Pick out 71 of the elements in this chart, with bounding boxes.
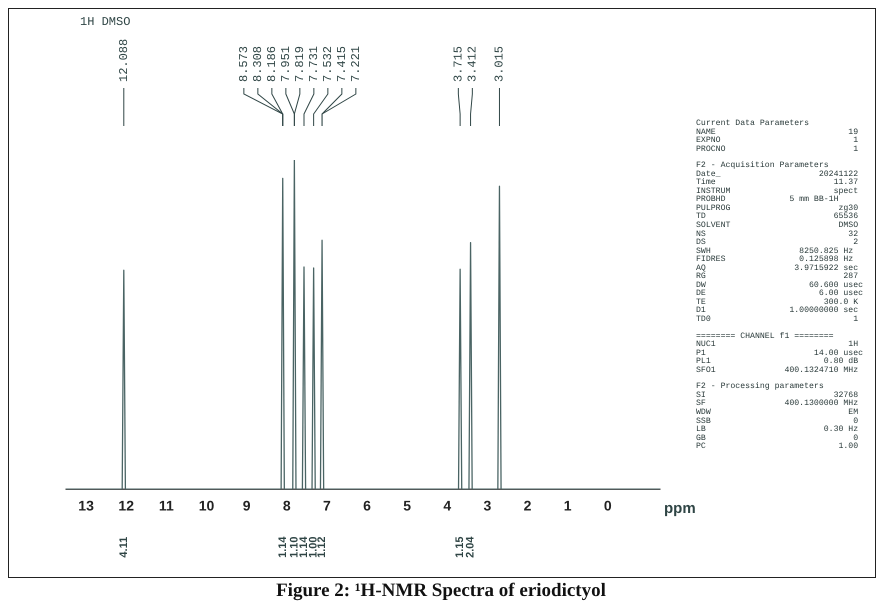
- text: SSB 0: [696, 416, 860, 426]
- x-tick-label: 11: [158, 497, 174, 514]
- x-tick-label: 8: [282, 497, 291, 514]
- text: 7.951: [279, 46, 294, 82]
- text: TE 300.0 K: [696, 298, 860, 307]
- text: TD0 1: [696, 315, 860, 325]
- text: PROCNO 1: [696, 144, 860, 154]
- text: SOLVENT DMSO: [696, 221, 860, 230]
- text: SFO1 400.1324710 MHz: [696, 366, 860, 376]
- text: 3.715: [452, 46, 466, 82]
- text: DE 6.00 usec: [696, 289, 864, 298]
- x-tick-label: 13: [78, 497, 94, 514]
- text: PROBHD 5 mm BB-1H: [696, 195, 838, 204]
- text: P1 14.00 usec: [696, 348, 864, 358]
- x-tick-label: 10: [198, 497, 214, 514]
- text: SWH 8250.825 Hz: [696, 246, 854, 256]
- text: 7.819: [293, 46, 308, 82]
- x-tick-label: 5: [403, 497, 412, 514]
- text: SF 400.1300000 MHz: [696, 399, 860, 408]
- x-tick-label: 2: [524, 497, 532, 514]
- text: EXPNO 1: [696, 136, 860, 146]
- text: 7.532: [321, 46, 336, 82]
- x-tick-label: 6: [363, 497, 372, 514]
- x-tick-label: 9: [242, 497, 251, 514]
- text: Current Data Parameters: [696, 119, 810, 128]
- text: 3.412: [466, 46, 480, 82]
- text: 1.15: [454, 536, 466, 558]
- text: WDW EM: [696, 408, 860, 418]
- text: D1 1.00000000 sec: [696, 306, 860, 316]
- x-axis-title: ppm: [664, 500, 696, 517]
- text: LB 0.30 Hz: [696, 425, 860, 434]
- text: 1.14: [276, 536, 289, 558]
- text: FIDRES 0.125898 Hz: [696, 255, 854, 264]
- text: INSTRUM spect: [696, 186, 860, 196]
- text: NUC1 1H: [696, 340, 860, 350]
- text: 1.10: [288, 536, 300, 558]
- text: PL1 0.80 dB: [696, 357, 860, 366]
- x-tick-label: 1: [564, 497, 572, 514]
- text: F2 - Processing parameters: [696, 382, 825, 392]
- text: 4.11: [118, 536, 130, 558]
- text: Date_ 20241122: [696, 170, 860, 179]
- text: TD 65536: [696, 212, 860, 222]
- text: 3.015: [492, 46, 507, 82]
- text: NAME 19: [696, 128, 860, 137]
- text: 8.308: [251, 46, 266, 82]
- x-tick-label: 3: [484, 497, 492, 514]
- text: NS 32: [696, 230, 860, 239]
- text: PULPROG zg30: [696, 204, 860, 213]
- x-tick-label: 0: [604, 497, 612, 514]
- text: 8.573: [237, 46, 252, 82]
- text: 7.415: [335, 46, 350, 82]
- x-tick-label: 7: [322, 497, 331, 514]
- text: 7.221: [349, 46, 364, 82]
- text: ======== CHANNEL f1 ========: [696, 332, 835, 341]
- text: AQ 3.9715922 sec: [696, 264, 860, 273]
- text: RG 287: [696, 272, 860, 282]
- text: GB 0: [696, 434, 860, 443]
- text: 2.04: [464, 536, 477, 558]
- text: PC 1.00: [696, 442, 860, 452]
- text: 12.088: [116, 38, 131, 82]
- text: 7.731: [307, 46, 322, 82]
- text: DS 2: [696, 238, 860, 248]
- text: F2 - Acquisition Parameters: [696, 161, 830, 170]
- chart-subtitle: 1H DMSO: [80, 15, 130, 30]
- text: SI 32768: [696, 390, 860, 400]
- text: Figure 2: ¹H-NMR Spectra of eriodictyol: [275, 580, 607, 602]
- text: DW 60.600 usec: [696, 280, 864, 290]
- text: 8.186: [265, 46, 280, 82]
- x-tick-label: 12: [118, 497, 134, 514]
- text: Time 11.37: [696, 178, 860, 188]
- x-tick-label: 4: [443, 497, 452, 514]
